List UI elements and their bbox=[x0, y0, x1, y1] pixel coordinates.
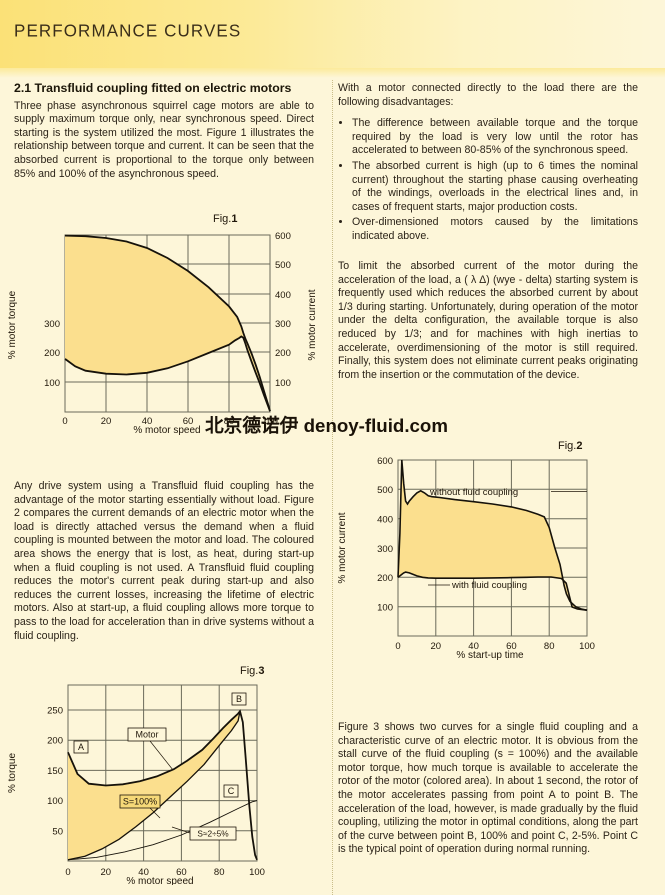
svg-text:300: 300 bbox=[275, 319, 291, 330]
svg-text:400: 400 bbox=[377, 515, 393, 526]
svg-text:20: 20 bbox=[101, 867, 112, 878]
svg-text:50: 50 bbox=[52, 826, 63, 837]
svg-text:400: 400 bbox=[275, 290, 291, 301]
svg-text:100: 100 bbox=[249, 867, 265, 878]
svg-text:100: 100 bbox=[47, 796, 63, 807]
svg-text:% start-up time: % start-up time bbox=[456, 650, 524, 660]
svg-text:200: 200 bbox=[47, 736, 63, 747]
svg-text:500: 500 bbox=[377, 485, 393, 496]
svg-text:Fig.1: Fig.1 bbox=[213, 213, 237, 225]
svg-text:A: A bbox=[78, 742, 84, 752]
svg-text:100: 100 bbox=[377, 603, 393, 614]
svg-text:with fluid coupling: with fluid coupling bbox=[451, 580, 527, 591]
svg-text:150: 150 bbox=[47, 766, 63, 777]
svg-text:% motor current: % motor current bbox=[307, 289, 318, 360]
svg-text:0: 0 bbox=[62, 416, 67, 427]
svg-text:200: 200 bbox=[44, 348, 60, 359]
svg-text:100: 100 bbox=[579, 641, 595, 652]
svg-text:Fig.3: Fig.3 bbox=[240, 665, 264, 677]
svg-text:300: 300 bbox=[377, 544, 393, 555]
svg-text:without fluid coupling: without fluid coupling bbox=[429, 487, 518, 498]
svg-text:C: C bbox=[228, 786, 235, 796]
svg-text:% motor speed: % motor speed bbox=[126, 876, 193, 885]
svg-text:500: 500 bbox=[275, 260, 291, 271]
svg-text:Fig.2: Fig.2 bbox=[558, 440, 582, 452]
svg-text:300: 300 bbox=[44, 319, 60, 330]
svg-text:B: B bbox=[236, 694, 242, 704]
svg-text:Motor: Motor bbox=[135, 730, 158, 740]
svg-text:100: 100 bbox=[44, 378, 60, 389]
svg-text:20: 20 bbox=[101, 416, 112, 427]
svg-text:0: 0 bbox=[395, 641, 400, 652]
svg-text:600: 600 bbox=[377, 456, 393, 467]
svg-text:% torque: % torque bbox=[7, 753, 18, 793]
svg-text:20: 20 bbox=[431, 641, 442, 652]
svg-text:200: 200 bbox=[275, 348, 291, 359]
svg-text:600: 600 bbox=[275, 231, 291, 242]
svg-text:200: 200 bbox=[377, 573, 393, 584]
svg-text:% motor speed: % motor speed bbox=[133, 425, 200, 435]
svg-text:250: 250 bbox=[47, 706, 63, 717]
svg-text:S≈2÷5%: S≈2÷5% bbox=[197, 829, 229, 839]
svg-text:0: 0 bbox=[65, 867, 70, 878]
svg-text:% motor torque: % motor torque bbox=[7, 290, 18, 359]
svg-text:% motor current: % motor current bbox=[337, 512, 348, 583]
svg-text:80: 80 bbox=[544, 641, 555, 652]
svg-text:100: 100 bbox=[262, 416, 278, 427]
svg-text:100: 100 bbox=[275, 378, 291, 389]
svg-text:S=100%: S=100% bbox=[123, 797, 157, 807]
svg-text:80: 80 bbox=[214, 867, 225, 878]
svg-text:80: 80 bbox=[224, 416, 235, 427]
